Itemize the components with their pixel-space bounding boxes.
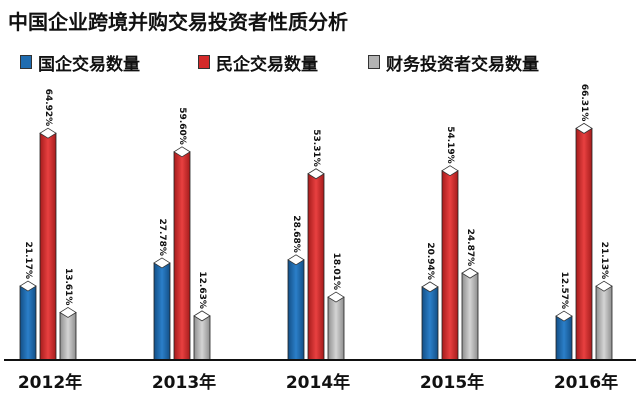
- x-tick-label-3: 2015年: [420, 372, 484, 393]
- legend: 国企交易数量 民企交易数量 财务投资者交易数量: [8, 48, 638, 76]
- legend-swatch-red: [198, 55, 210, 69]
- bar-financial-4: [595, 285, 613, 361]
- legend-label-financial: 财务投资者交易数量: [386, 54, 539, 75]
- data-label-soe-2: 28.68%: [291, 215, 301, 253]
- bar-private-1: [173, 151, 191, 361]
- data-label-financial-4: 21.13%: [599, 242, 609, 280]
- bar-cap-financial-3: [461, 267, 479, 279]
- bar-soe-0: [19, 285, 37, 361]
- bar-cap-financial-1: [193, 310, 211, 322]
- data-label-private-1: 59.60%: [177, 107, 187, 145]
- bar-soe-1: [153, 262, 171, 361]
- bar-soe-2: [287, 259, 305, 361]
- bar-soe-4: [555, 315, 573, 361]
- bar-cap-private-3: [441, 165, 459, 177]
- bar-cap-soe-0: [19, 280, 37, 292]
- x-tick-label-2: 2014年: [286, 372, 350, 393]
- legend-swatch-blue: [20, 55, 32, 69]
- data-label-soe-3: 20.94%: [425, 242, 435, 280]
- bar-cap-private-4: [575, 122, 593, 134]
- legend-item-private: 民企交易数量: [198, 48, 318, 76]
- legend-label-private: 民企交易数量: [216, 54, 318, 75]
- bar-financial-3: [461, 272, 479, 361]
- bar-private-3: [441, 170, 459, 361]
- legend-label-soe: 国企交易数量: [38, 54, 140, 75]
- bar-cap-private-2: [307, 168, 325, 180]
- data-label-private-4: 66.31%: [579, 84, 589, 122]
- data-label-soe-0: 21.17%: [23, 242, 33, 280]
- bar-cap-soe-4: [555, 310, 573, 322]
- legend-swatch-gray: [368, 55, 380, 69]
- data-label-private-2: 53.31%: [311, 129, 321, 167]
- data-label-soe-4: 12.57%: [559, 272, 569, 310]
- bar-cap-soe-3: [421, 281, 439, 293]
- x-tick-labels-group: 2012年 2013年 2014年 2015年 2016年: [18, 372, 618, 393]
- bar-financial-0: [59, 312, 77, 361]
- data-label-financial-3: 24.87%: [465, 229, 475, 267]
- data-label-financial-1: 12.63%: [197, 271, 207, 309]
- bar-cap-financial-4: [595, 280, 613, 292]
- bar-cap-soe-2: [287, 254, 305, 266]
- bar-cap-soe-1: [153, 257, 171, 269]
- bar-private-4: [575, 127, 593, 361]
- x-tick-label-4: 2016年: [554, 372, 618, 393]
- data-label-private-3: 54.19%: [445, 126, 455, 164]
- x-tick-label-0: 2012年: [18, 372, 82, 393]
- bar-financial-2: [327, 296, 345, 361]
- data-label-financial-0: 13.61%: [63, 268, 73, 306]
- data-labels-group: 21.17% 64.92% 13.61% 27.78% 59.60% 12.63% 28.6…: [23, 84, 609, 309]
- data-label-private-0: 64.92%: [43, 89, 53, 127]
- chart-title: 中国企业跨境并购交易投资者性质分析: [8, 10, 348, 34]
- bar-soe-3: [421, 286, 439, 361]
- bar-cap-financial-0: [59, 306, 77, 318]
- bar-cap-financial-2: [327, 291, 345, 303]
- data-label-financial-2: 18.01%: [331, 253, 341, 291]
- legend-item-financial: 财务投资者交易数量: [368, 48, 539, 76]
- bar-private-0: [39, 132, 57, 361]
- bar-private-2: [307, 173, 325, 361]
- bar-cap-private-1: [173, 146, 191, 158]
- bar-cap-private-0: [39, 127, 57, 139]
- data-label-soe-1: 27.78%: [157, 218, 167, 256]
- x-tick-label-1: 2013年: [152, 372, 216, 393]
- bar-financial-1: [193, 315, 211, 361]
- legend-item-soe: 国企交易数量: [20, 48, 140, 76]
- bars-group: [19, 122, 613, 361]
